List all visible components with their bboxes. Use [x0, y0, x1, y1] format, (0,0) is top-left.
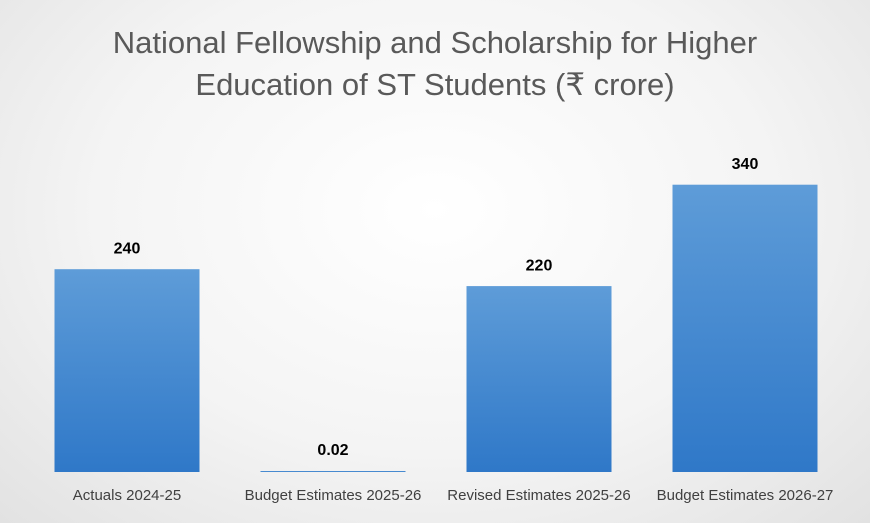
x-tick-label: Revised Estimates 2025-26 — [447, 487, 630, 504]
x-tick-label: Budget Estimates 2025-26 — [245, 487, 422, 504]
value-label: 340 — [732, 156, 759, 173]
bar — [54, 269, 200, 472]
bar — [260, 471, 406, 472]
value-label: 220 — [526, 257, 553, 274]
value-label: 240 — [114, 240, 141, 257]
bar — [466, 286, 612, 472]
x-tick-label: Actuals 2024-25 — [73, 487, 181, 504]
bar — [672, 184, 818, 472]
value-label: 0.02 — [317, 442, 348, 459]
chart-title: National Fellowship and Scholarship for … — [112, 25, 758, 102]
x-tick-label: Budget Estimates 2026-27 — [657, 487, 834, 504]
